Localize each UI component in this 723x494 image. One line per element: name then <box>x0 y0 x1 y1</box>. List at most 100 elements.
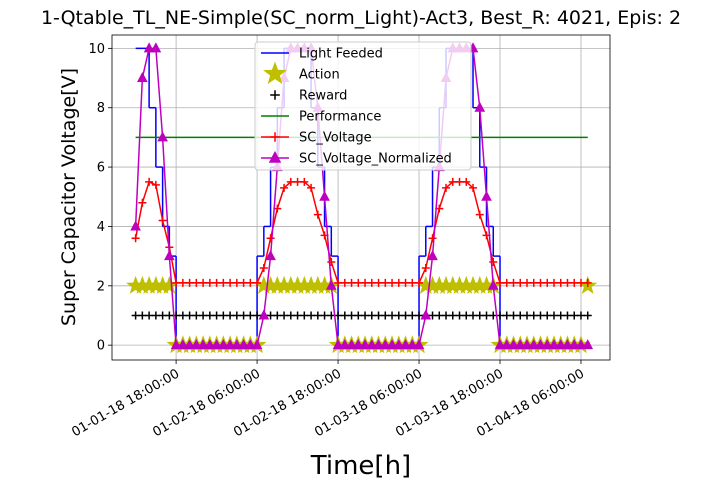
data-point <box>319 190 330 201</box>
data-point <box>556 278 565 287</box>
data-point <box>475 210 484 219</box>
y-tick-label: 6 <box>97 161 105 176</box>
data-point <box>536 311 545 320</box>
data-point <box>509 278 518 287</box>
data-point <box>543 311 552 320</box>
data-point <box>482 311 491 320</box>
data-point <box>347 278 356 287</box>
legend-marker <box>263 61 287 85</box>
data-point <box>339 339 351 350</box>
data-point <box>300 311 309 320</box>
y-axis-label: Super Capacitor Voltage[V] <box>58 68 80 326</box>
data-point <box>576 311 585 320</box>
data-point <box>300 177 309 186</box>
data-point <box>157 131 168 142</box>
data-point <box>178 311 187 320</box>
data-point <box>489 258 498 267</box>
legend-marker <box>270 90 280 100</box>
data-point <box>388 311 397 320</box>
y-tick-label: 4 <box>97 220 105 235</box>
data-point <box>408 278 417 287</box>
data-point <box>394 311 403 320</box>
data-point <box>204 339 216 350</box>
data-point <box>286 177 295 186</box>
data-point <box>253 278 262 287</box>
data-point <box>184 339 195 350</box>
data-point <box>570 311 579 320</box>
data-point <box>224 339 236 350</box>
data-point <box>151 311 160 320</box>
data-point <box>386 339 398 350</box>
data-point <box>327 258 336 267</box>
data-point <box>455 311 464 320</box>
legend-label: Action <box>299 68 340 83</box>
data-point <box>529 311 538 320</box>
data-point <box>475 311 484 320</box>
data-point <box>366 339 378 350</box>
data-point <box>138 311 147 320</box>
data-point <box>165 311 174 320</box>
data-point <box>556 311 565 320</box>
data-point <box>205 278 214 287</box>
data-point <box>523 278 531 287</box>
data-point <box>406 339 418 350</box>
data-point <box>131 234 140 243</box>
data-point <box>428 234 437 243</box>
legend-marker <box>268 150 282 163</box>
data-point <box>143 42 155 53</box>
data-point <box>502 278 511 287</box>
data-point <box>361 311 370 320</box>
legend-label: Reward <box>299 89 347 104</box>
marker-group <box>131 177 592 287</box>
data-point <box>251 339 263 350</box>
data-point <box>253 311 262 320</box>
data-point <box>381 278 390 287</box>
data-point <box>381 311 390 320</box>
data-point <box>151 180 160 189</box>
data-point <box>145 311 154 320</box>
legend-label: Performance <box>299 110 381 125</box>
data-point <box>394 278 403 287</box>
data-point <box>219 311 228 320</box>
data-point <box>197 339 209 350</box>
data-point <box>354 311 363 320</box>
data-point <box>164 250 175 261</box>
data-point <box>212 278 221 287</box>
data-point <box>548 339 560 350</box>
data-point <box>205 311 214 320</box>
data-point <box>521 339 533 350</box>
data-point <box>334 278 343 287</box>
data-point <box>496 278 505 287</box>
data-point <box>226 311 235 320</box>
data-point <box>352 339 364 350</box>
data-point <box>388 278 397 287</box>
legend-marker <box>270 132 280 142</box>
plot-area <box>126 42 598 354</box>
data-point <box>501 339 513 350</box>
data-point <box>442 311 451 320</box>
data-point <box>408 311 417 320</box>
data-point <box>232 278 241 287</box>
data-point <box>541 339 553 350</box>
data-point <box>481 190 492 201</box>
y-tick-label: 8 <box>97 101 105 116</box>
data-point <box>373 339 384 350</box>
data-point <box>523 311 531 320</box>
data-point <box>246 311 255 320</box>
data-point <box>549 311 558 320</box>
data-point <box>543 278 552 287</box>
legend-box <box>254 41 472 171</box>
data-point <box>231 339 243 350</box>
data-point <box>137 71 148 83</box>
data-point <box>469 183 478 192</box>
data-point <box>320 311 329 320</box>
data-point <box>563 278 572 287</box>
data-point <box>265 250 276 261</box>
data-point <box>361 278 370 287</box>
data-point <box>266 311 275 320</box>
data-point <box>536 278 545 287</box>
data-point <box>246 278 255 287</box>
y-tick-label: 0 <box>97 339 105 354</box>
data-point <box>293 311 302 320</box>
